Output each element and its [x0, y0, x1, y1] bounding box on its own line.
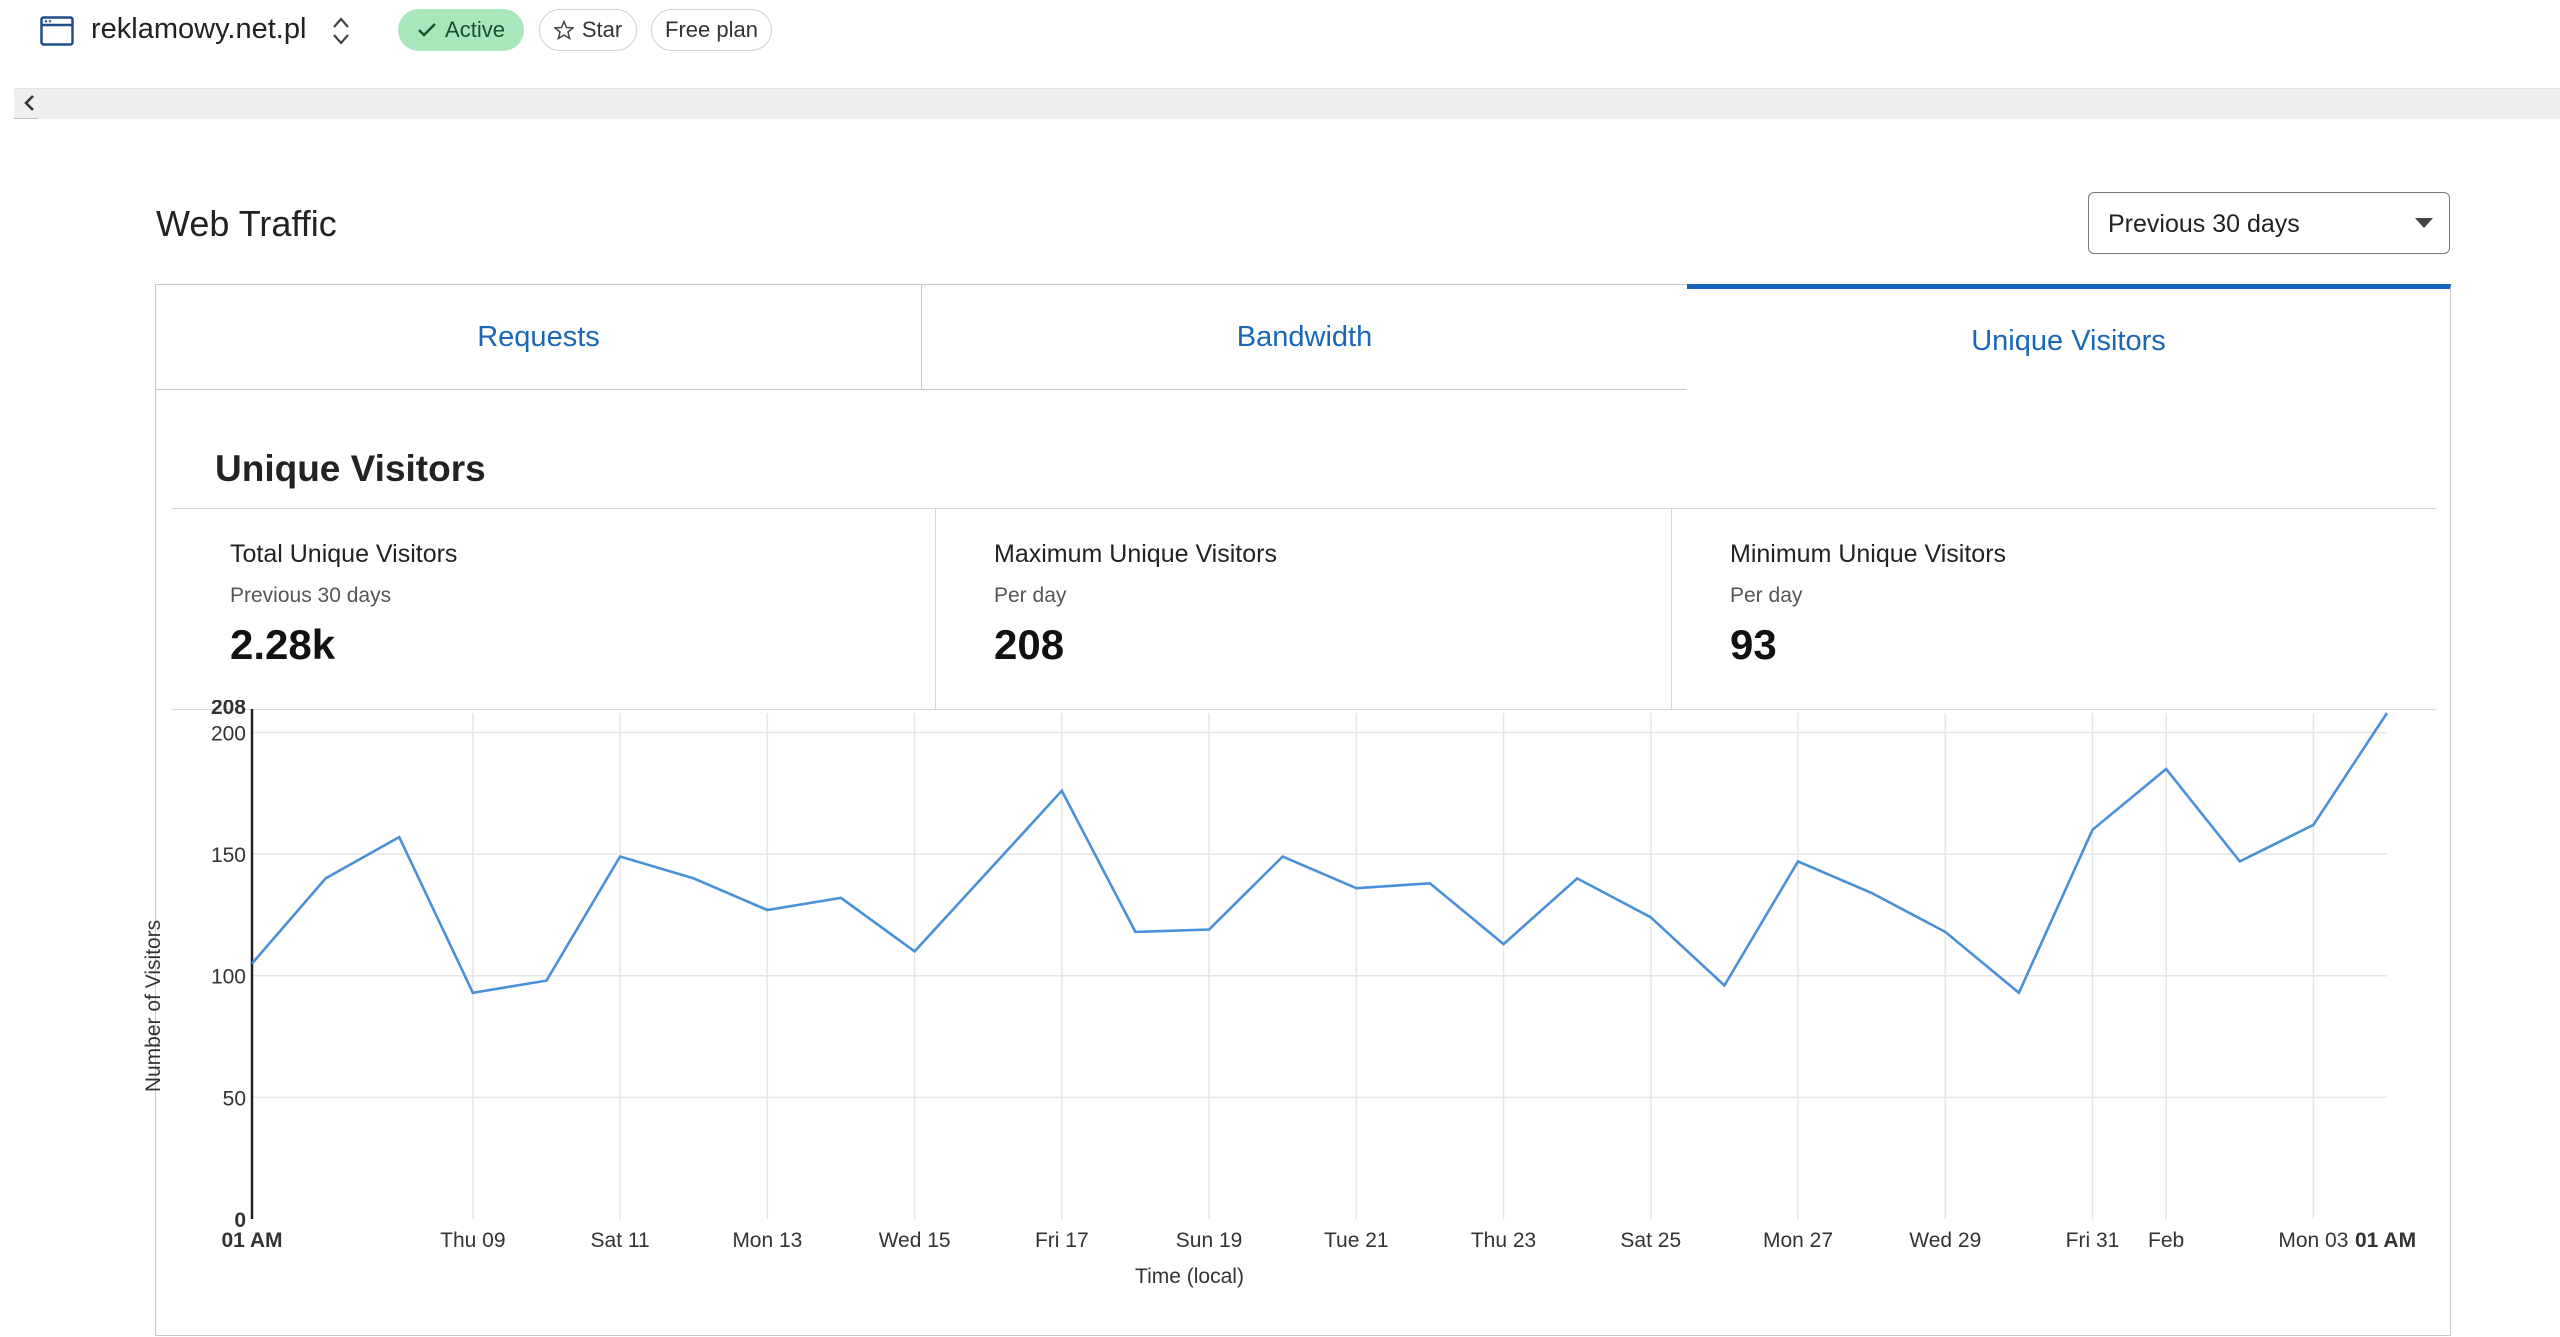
x-tick-label: Feb: [2148, 1229, 2184, 1252]
stat-subtitle: Per day: [994, 584, 1067, 607]
tab-requests[interactable]: Requests: [155, 284, 922, 390]
plan-label: Free plan: [665, 17, 758, 42]
x-tick-label: Tue 21: [1324, 1229, 1389, 1252]
stat-label: Minimum Unique Visitors: [1730, 540, 2007, 568]
x-tick-label: Fri 31: [2066, 1229, 2120, 1252]
star-button[interactable]: Star: [539, 9, 637, 51]
stat-max-unique: Maximum Unique Visitors Per day 208: [936, 509, 1672, 710]
period-value: Previous 30 days: [2108, 210, 2300, 238]
y-tick-label: 208: [211, 700, 246, 719]
browser-window-icon: [40, 16, 74, 46]
status-badge: Active: [398, 9, 524, 51]
y-tick-label: 0: [234, 1209, 246, 1232]
x-tick-label: Sat 25: [1620, 1229, 1681, 1252]
x-tick-label: Wed 15: [879, 1229, 951, 1252]
x-tick-label: Fri 17: [1035, 1229, 1089, 1252]
site-name[interactable]: reklamowy.net.pl: [91, 13, 307, 45]
x-tick-label: Mon 13: [732, 1229, 802, 1252]
y-tick-label: 200: [211, 722, 246, 745]
period-select[interactable]: Previous 30 days: [2088, 192, 2450, 254]
section-title: Unique Visitors: [215, 448, 486, 489]
x-tick-label: Thu 09: [440, 1229, 505, 1252]
traffic-card: [155, 284, 2451, 1336]
top-bar: reklamowy.net.pl Active Star Free plan: [0, 0, 2560, 64]
chevron-left-icon[interactable]: [20, 93, 38, 113]
y-axis-title: Number of Visitors: [142, 920, 165, 1092]
unique-visitors-chart: 0 50 100 150 200 208 01 AM Thu 09 Sat 11 Mon 13 We…: [142, 700, 2416, 1288]
stat-subtitle: Previous 30 days: [230, 584, 392, 607]
chevron-up-down-icon[interactable]: [330, 14, 352, 48]
x-tick-label: Mon 03: [2278, 1229, 2348, 1252]
star-icon: [553, 20, 574, 40]
stat-value: 2.28k: [230, 621, 336, 668]
x-tick-label: 01 AM: [221, 1229, 282, 1252]
x-tick-label: 01 AM: [2355, 1229, 2416, 1252]
x-tick-label: Sun 19: [1176, 1229, 1243, 1252]
plan-badge[interactable]: Free plan: [651, 9, 772, 51]
x-tick-label: Thu 23: [1471, 1229, 1536, 1252]
check-icon: [418, 23, 436, 37]
y-tick-label: 50: [223, 1087, 246, 1110]
y-tick-label: 100: [211, 966, 246, 989]
stat-subtitle: Per day: [1730, 584, 1803, 607]
x-tick-label: Sat 11: [591, 1229, 650, 1252]
stat-value: 208: [994, 621, 1065, 668]
y-tick-label: 150: [211, 844, 246, 867]
star-label: Star: [581, 17, 623, 42]
status-label: Active: [445, 17, 505, 42]
divider: [14, 118, 38, 119]
stat-value: 93: [1730, 621, 1777, 668]
tab-bandwidth[interactable]: Bandwidth: [921, 284, 1688, 390]
x-axis-title: Time (local): [1135, 1265, 1244, 1288]
section-divider: [172, 508, 2436, 509]
collapse-bar[interactable]: [14, 88, 2560, 119]
caret-down-icon: [2415, 218, 2433, 228]
stat-total-unique: Total Unique Visitors Previous 30 days 2…: [172, 509, 936, 710]
x-tick-label: Wed 29: [1909, 1229, 1981, 1252]
tab-unique-visitors[interactable]: Unique Visitors: [1687, 284, 2451, 390]
stat-label: Maximum Unique Visitors: [994, 540, 1277, 568]
stats-divider: [172, 709, 2436, 710]
series-line-unique-visitors: [251, 712, 2389, 995]
page-title: Web Traffic: [156, 203, 337, 244]
x-tick-label: Mon 27: [1763, 1229, 1833, 1252]
stat-label: Total Unique Visitors: [230, 540, 458, 568]
stat-min-unique: Minimum Unique Visitors Per day 93: [1672, 509, 2436, 710]
